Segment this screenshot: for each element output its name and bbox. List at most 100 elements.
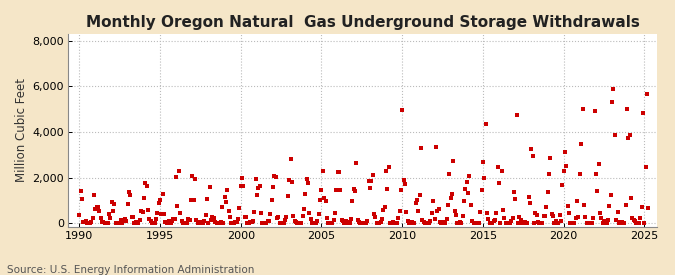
Point	[327, 221, 338, 226]
Point	[236, 183, 246, 188]
Point	[305, 217, 316, 222]
Point	[386, 221, 397, 226]
Point	[103, 212, 114, 217]
Point	[634, 221, 645, 226]
Point	[432, 209, 443, 213]
Point	[431, 144, 441, 149]
Point	[264, 218, 275, 223]
Point	[86, 220, 97, 224]
Point	[605, 193, 616, 197]
Point	[437, 219, 448, 224]
Point	[467, 219, 478, 224]
Point	[466, 203, 477, 208]
Point	[277, 221, 288, 226]
Point	[414, 193, 425, 197]
Point	[343, 221, 354, 226]
Point	[616, 220, 627, 225]
Point	[632, 221, 643, 226]
Point	[92, 205, 103, 209]
Point	[362, 219, 373, 223]
Point	[226, 221, 237, 225]
Point	[596, 216, 607, 220]
Point	[454, 221, 464, 226]
Point	[593, 162, 604, 166]
Point	[102, 221, 113, 225]
Point	[523, 194, 534, 199]
Point	[642, 92, 653, 96]
Point	[196, 221, 207, 226]
Point	[352, 218, 363, 222]
Point	[427, 211, 437, 215]
Point	[405, 219, 416, 224]
Point	[504, 221, 515, 226]
Point	[417, 218, 428, 222]
Point	[597, 221, 608, 226]
Point	[630, 219, 641, 224]
Point	[80, 218, 91, 223]
Point	[128, 215, 138, 220]
Point	[500, 221, 511, 226]
Point	[402, 219, 413, 223]
Point	[175, 210, 186, 215]
Point	[298, 207, 309, 211]
Point	[117, 221, 128, 226]
Point	[148, 221, 159, 226]
Point	[331, 188, 342, 192]
Point	[321, 216, 332, 221]
Point	[508, 190, 519, 194]
Point	[219, 195, 230, 199]
Point	[455, 219, 466, 224]
Point	[480, 122, 491, 127]
Point	[452, 221, 463, 226]
Point	[600, 220, 611, 224]
Point	[481, 211, 492, 215]
Point	[520, 221, 531, 226]
Point	[364, 186, 375, 190]
Point	[547, 214, 558, 218]
Point	[82, 221, 92, 226]
Point	[392, 221, 402, 226]
Point	[183, 217, 194, 221]
Point	[288, 214, 298, 219]
Point	[557, 183, 568, 188]
Point	[400, 182, 410, 186]
Point	[549, 221, 560, 226]
Point	[320, 199, 331, 204]
Point	[338, 219, 348, 224]
Point	[355, 221, 366, 226]
Point	[113, 221, 124, 226]
Point	[538, 214, 549, 218]
Point	[413, 209, 424, 213]
Point	[637, 205, 647, 209]
Point	[546, 212, 557, 216]
Point	[585, 221, 596, 225]
Point	[180, 221, 191, 226]
Point	[487, 221, 497, 226]
Point	[581, 221, 592, 226]
Point	[622, 107, 632, 111]
Point	[188, 198, 199, 202]
Point	[206, 218, 217, 222]
Point	[374, 221, 385, 226]
Point	[354, 219, 364, 224]
Point	[410, 200, 421, 205]
Point	[159, 212, 169, 216]
Point	[168, 217, 179, 221]
Point	[507, 216, 518, 220]
Point	[479, 176, 489, 180]
Point	[515, 218, 526, 222]
Point	[512, 221, 523, 226]
Point	[641, 165, 651, 169]
Point	[443, 203, 454, 208]
Point	[301, 177, 312, 181]
Point	[560, 150, 570, 154]
Point	[199, 218, 210, 223]
Point	[348, 187, 359, 191]
Point	[294, 221, 305, 225]
Point	[378, 208, 389, 213]
Point	[458, 214, 468, 218]
Point	[109, 201, 119, 206]
Point	[375, 220, 386, 224]
Point	[382, 186, 393, 191]
Point	[317, 169, 328, 174]
